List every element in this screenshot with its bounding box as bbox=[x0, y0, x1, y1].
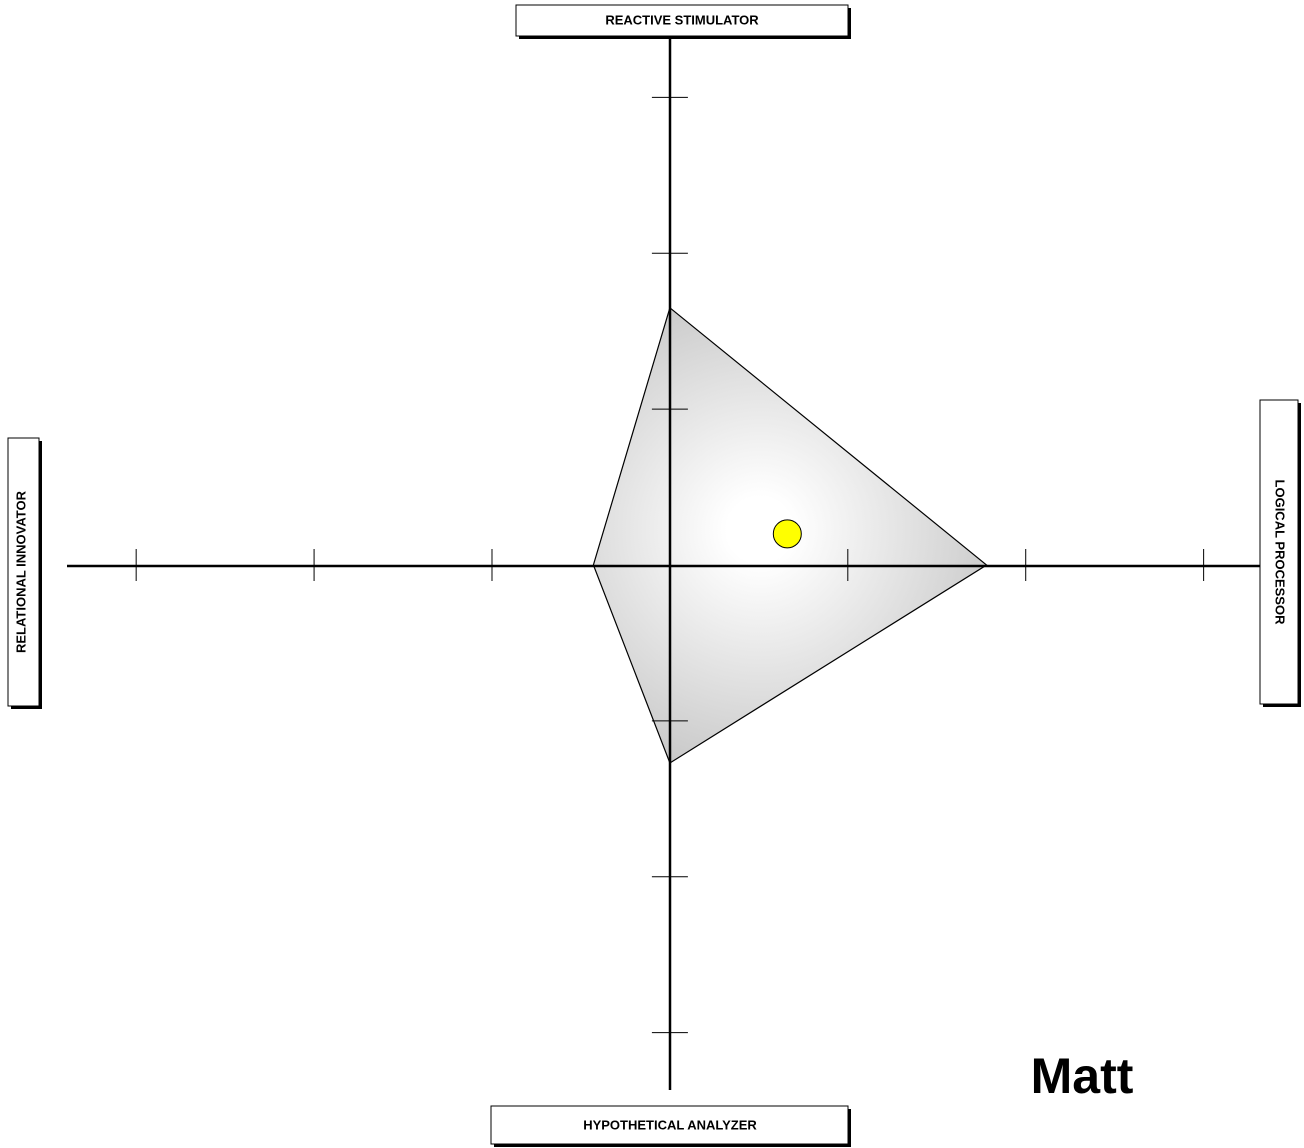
label-box bbox=[490, 1105, 849, 1145]
profile-point bbox=[772, 519, 802, 549]
bottom-label: HYPOTHETICAL ANALYZER bbox=[583, 1117, 757, 1132]
label-box bbox=[1259, 399, 1299, 705]
label-box bbox=[7, 437, 40, 707]
person-name: Matt bbox=[1031, 1048, 1134, 1104]
top-label: REACTIVE STIMULATOR bbox=[605, 12, 759, 27]
left-label: RELATIONAL INNOVATOR bbox=[13, 490, 28, 653]
right-label: LOGICAL PROCESSOR bbox=[1273, 480, 1288, 626]
label-box bbox=[515, 4, 849, 37]
